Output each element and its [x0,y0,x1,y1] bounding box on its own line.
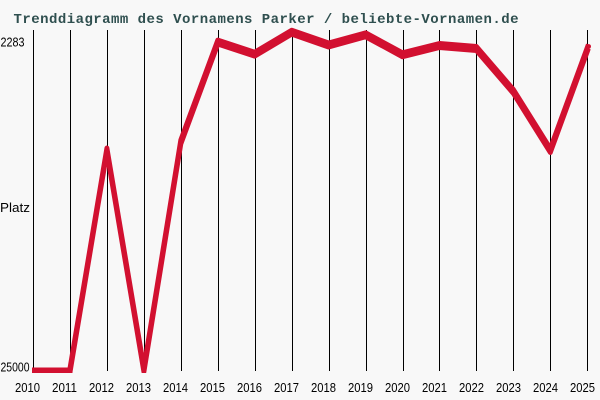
svg-text:2019: 2019 [348,380,373,395]
svg-text:2020: 2020 [385,380,410,395]
svg-text:2014: 2014 [163,380,188,395]
svg-text:2023: 2023 [496,380,521,395]
svg-text:2017: 2017 [274,380,299,395]
svg-text:2021: 2021 [422,380,447,395]
svg-text:2013: 2013 [126,380,151,395]
svg-text:2283: 2283 [1,35,25,50]
svg-text:2011: 2011 [52,380,77,395]
svg-text:2016: 2016 [237,380,262,395]
svg-text:2015: 2015 [200,380,225,395]
svg-text:2018: 2018 [311,380,336,395]
svg-text:25000: 25000 [1,360,30,375]
svg-text:Platz: Platz [0,200,30,215]
svg-text:2022: 2022 [459,380,484,395]
svg-text:2025: 2025 [570,380,595,395]
svg-text:2012: 2012 [89,380,114,395]
svg-text:Trenddiagramm des Vornamens Pa: Trenddiagramm des Vornamens Parker / bel… [14,12,519,28]
svg-text:2024: 2024 [533,380,558,395]
svg-text:2010: 2010 [15,380,40,395]
